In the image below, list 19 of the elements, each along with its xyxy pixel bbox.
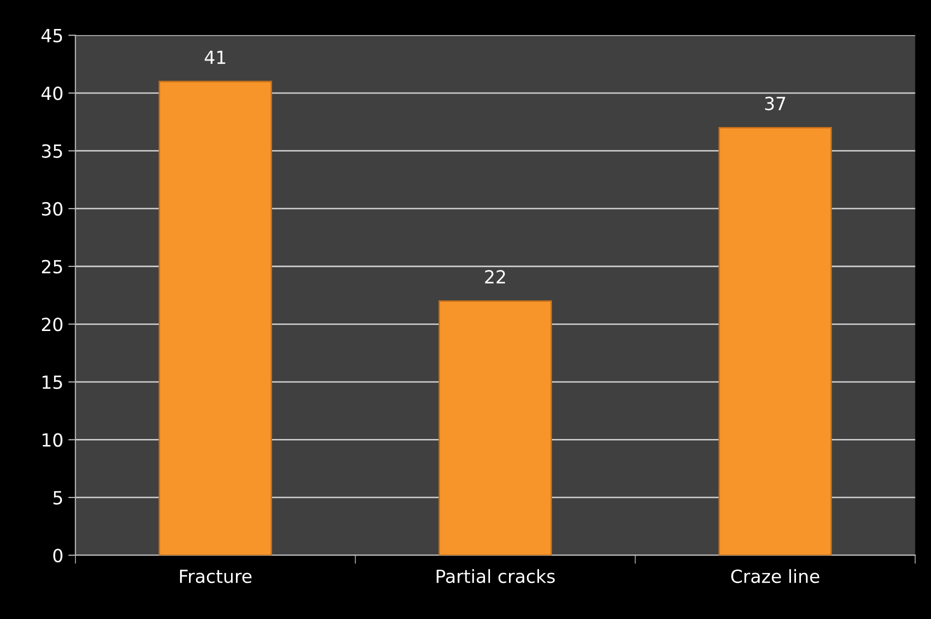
y-tick-label: 20 bbox=[42, 318, 62, 332]
y-tick-label: 30 bbox=[42, 202, 62, 216]
y-tick-label: 0 bbox=[53, 548, 62, 562]
y-tick-label: 15 bbox=[42, 376, 62, 390]
data-label: 37 bbox=[765, 96, 786, 110]
y-tick-label: 45 bbox=[42, 28, 62, 42]
bar bbox=[438, 300, 552, 556]
bar bbox=[158, 80, 272, 556]
y-tick-label: 35 bbox=[42, 144, 62, 158]
y-tick-label: 10 bbox=[42, 433, 62, 447]
x-tick-label: Craze line bbox=[731, 569, 820, 584]
y-tick-label: 5 bbox=[54, 491, 62, 505]
data-label: 41 bbox=[204, 50, 226, 64]
y-tick-label: 25 bbox=[42, 260, 62, 274]
x-tick-label: Partial cracks bbox=[436, 569, 555, 584]
bar bbox=[718, 127, 832, 556]
y-tick-label: 40 bbox=[42, 86, 62, 100]
x-tick-label: Fracture bbox=[180, 570, 252, 584]
data-label: 22 bbox=[485, 270, 505, 284]
